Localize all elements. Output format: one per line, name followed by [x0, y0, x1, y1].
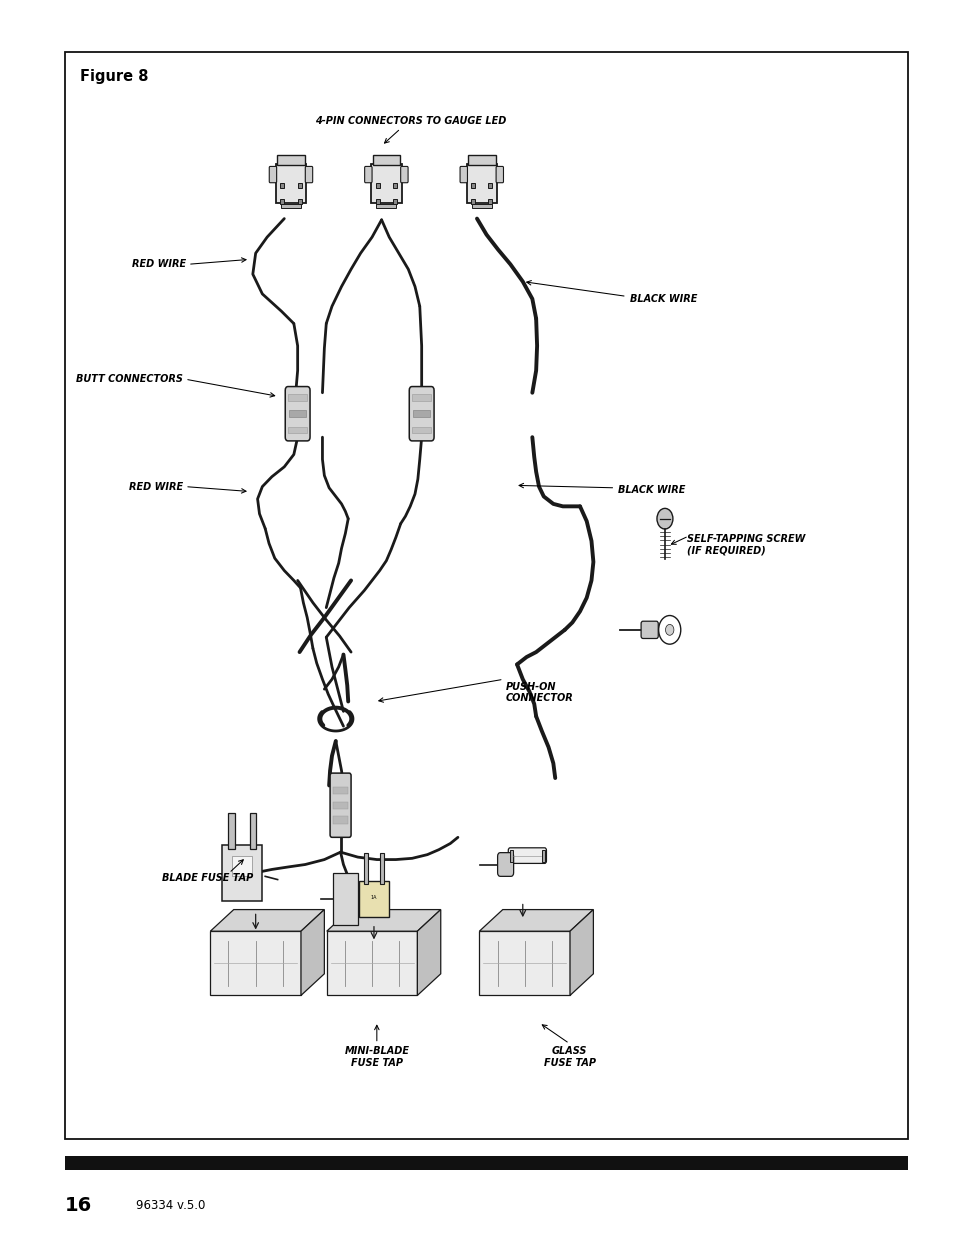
Bar: [250, 814, 256, 848]
Text: GLASS
FUSE TAP: GLASS FUSE TAP: [543, 1046, 595, 1067]
FancyBboxPatch shape: [497, 852, 513, 877]
Bar: [333, 802, 348, 809]
Bar: [65, 52, 907, 1139]
Bar: [288, 394, 307, 400]
Bar: [289, 410, 306, 417]
Text: Figure 8: Figure 8: [80, 69, 149, 84]
FancyBboxPatch shape: [472, 204, 491, 207]
Bar: [333, 787, 348, 794]
Bar: [393, 183, 396, 188]
Polygon shape: [326, 931, 416, 995]
Bar: [541, 850, 544, 862]
FancyBboxPatch shape: [364, 167, 372, 183]
FancyBboxPatch shape: [508, 847, 546, 863]
Text: RED WIRE: RED WIRE: [132, 259, 186, 269]
Polygon shape: [210, 909, 324, 931]
Bar: [510, 850, 513, 862]
Bar: [393, 199, 396, 204]
Bar: [471, 183, 475, 188]
Bar: [363, 853, 368, 883]
Polygon shape: [210, 931, 301, 995]
Text: RED WIRE: RED WIRE: [129, 482, 183, 492]
Bar: [488, 199, 492, 204]
FancyBboxPatch shape: [376, 204, 395, 207]
FancyBboxPatch shape: [496, 167, 503, 183]
FancyBboxPatch shape: [640, 621, 658, 638]
Text: 96334 v.5.0: 96334 v.5.0: [136, 1199, 206, 1212]
Text: 4-PIN CONNECTORS TO GAUGE LED: 4-PIN CONNECTORS TO GAUGE LED: [314, 116, 505, 126]
FancyBboxPatch shape: [305, 167, 313, 183]
Bar: [488, 183, 492, 188]
Bar: [413, 410, 430, 417]
Polygon shape: [570, 909, 593, 995]
Text: BLACK WIRE: BLACK WIRE: [618, 485, 685, 495]
Bar: [297, 199, 301, 204]
Bar: [375, 199, 379, 204]
Bar: [232, 856, 253, 877]
FancyBboxPatch shape: [281, 204, 300, 207]
Bar: [375, 183, 379, 188]
FancyBboxPatch shape: [459, 167, 467, 183]
FancyBboxPatch shape: [333, 873, 357, 925]
FancyBboxPatch shape: [275, 164, 306, 204]
FancyBboxPatch shape: [373, 156, 399, 165]
Polygon shape: [326, 909, 440, 931]
Polygon shape: [479, 931, 570, 995]
Bar: [288, 427, 307, 433]
FancyBboxPatch shape: [371, 164, 401, 204]
FancyBboxPatch shape: [285, 387, 310, 441]
Polygon shape: [479, 909, 593, 931]
Text: BLACK WIRE: BLACK WIRE: [629, 294, 697, 304]
Bar: [280, 199, 284, 204]
Text: 1A: 1A: [371, 895, 376, 900]
FancyBboxPatch shape: [409, 387, 434, 441]
Text: PUSH-ON
CONNECTOR: PUSH-ON CONNECTOR: [505, 682, 573, 703]
FancyBboxPatch shape: [400, 167, 408, 183]
Circle shape: [657, 509, 672, 529]
Polygon shape: [416, 909, 440, 995]
Bar: [280, 183, 284, 188]
Text: 16: 16: [65, 1195, 92, 1215]
FancyBboxPatch shape: [358, 882, 389, 916]
FancyBboxPatch shape: [330, 773, 351, 837]
Bar: [65, 1156, 907, 1170]
Circle shape: [665, 625, 673, 635]
Text: BUTT CONNECTORS: BUTT CONNECTORS: [76, 374, 183, 384]
Text: MINI-BLADE
FUSE TAP: MINI-BLADE FUSE TAP: [344, 1046, 409, 1067]
Bar: [379, 853, 384, 883]
Bar: [412, 394, 431, 400]
Bar: [471, 199, 475, 204]
FancyBboxPatch shape: [466, 164, 497, 204]
FancyBboxPatch shape: [222, 845, 262, 902]
FancyBboxPatch shape: [277, 156, 304, 165]
Bar: [297, 183, 301, 188]
Bar: [412, 427, 431, 433]
FancyBboxPatch shape: [468, 156, 495, 165]
Text: BLADE FUSE TAP: BLADE FUSE TAP: [162, 873, 253, 883]
Bar: [333, 816, 348, 824]
Text: SELF-TAPPING SCREW
(IF REQUIRED): SELF-TAPPING SCREW (IF REQUIRED): [686, 534, 804, 555]
Polygon shape: [301, 909, 324, 995]
FancyBboxPatch shape: [269, 167, 276, 183]
Bar: [228, 814, 234, 848]
